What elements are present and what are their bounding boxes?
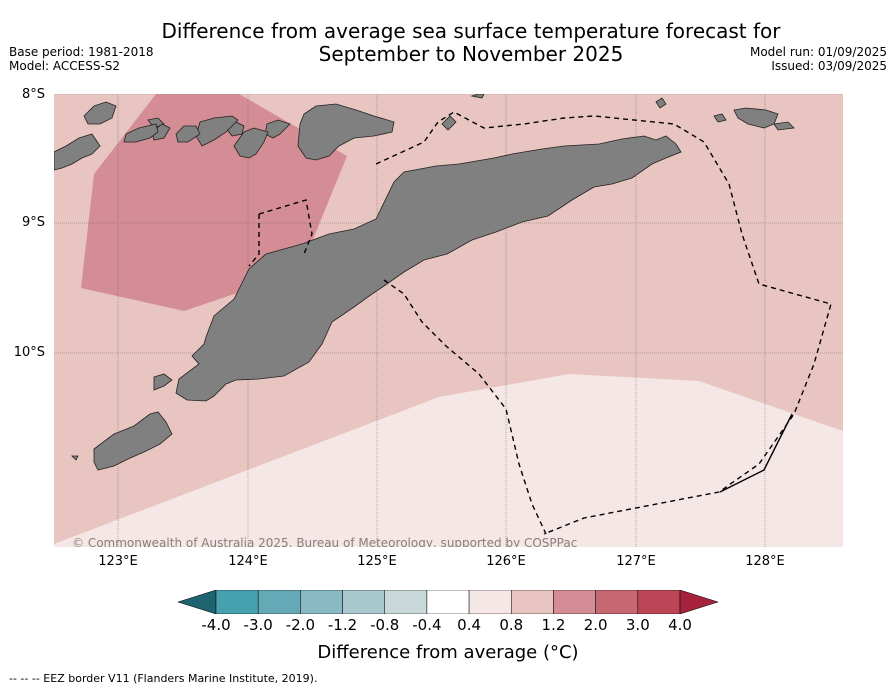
colorbar-cell	[468, 590, 512, 614]
model-name: Model: ACCESS-S2	[9, 59, 121, 73]
base-period: Base period: 1981-2018	[9, 45, 154, 59]
meta-left: Base period: 1981-2018 Model: ACCESS-S2	[9, 45, 154, 73]
colorbar-cell	[553, 590, 596, 614]
colorbar-cell	[637, 590, 681, 614]
colorbar-cell	[595, 590, 639, 614]
colorbar-cell	[215, 590, 259, 614]
lon-label-125e: 125°E	[357, 554, 397, 569]
colorbar-tick-label: -4.0	[201, 616, 231, 634]
lon-label-127e: 127°E	[616, 554, 656, 569]
issued-date: Issued: 03/09/2025	[771, 59, 887, 73]
colorbar-tick-label: 4.0	[668, 616, 692, 634]
land-masses	[54, 94, 795, 471]
eez-border	[248, 111, 832, 535]
colorbar-arrow-high	[679, 590, 718, 614]
colorbar-tick-label: -0.8	[370, 616, 400, 634]
colorbar-title: Difference from average (°C)	[317, 642, 579, 663]
colorbar-cell	[511, 590, 554, 614]
colorbar-tick-label: 0.4	[457, 616, 482, 634]
eez-footnote: -- -- -- EEZ border V11 (Flanders Marine…	[9, 672, 318, 685]
map-panel: © Commonwealth of Australia 2025, Bureau…	[54, 94, 843, 547]
colorbar-tick-label: -1.2	[327, 616, 358, 634]
lon-label-124e: 124°E	[228, 554, 268, 569]
lat-label-9s: 9°S	[21, 215, 45, 230]
colorbar-tick-label: -3.0	[243, 616, 273, 634]
colorbar-cell	[426, 590, 470, 614]
colorbar-cell	[342, 590, 385, 614]
copyright-notice: © Commonwealth of Australia 2025, Bureau…	[72, 536, 578, 547]
colorbar-cell	[300, 590, 343, 614]
colorbar-tick-label: -0.4	[412, 616, 442, 634]
colorbar-tick-label: -2.0	[285, 616, 315, 634]
colorbar-cell	[384, 590, 428, 614]
colorbar-tick-label: 0.8	[499, 616, 524, 634]
lon-label-123e: 123°E	[98, 554, 138, 569]
colorbar	[178, 590, 718, 614]
chart-title: Difference from average sea surface temp…	[0, 20, 896, 66]
title-line-2: September to November 2025	[318, 42, 624, 66]
lat-label-10s: 10°S	[13, 345, 45, 360]
lat-label-8s: 8°S	[21, 87, 45, 102]
model-run-date: Model run: 01/09/2025	[749, 45, 887, 59]
meta-right: Model run: 01/09/2025 Issued: 03/09/2025	[750, 45, 887, 73]
colorbar-tick-label: 1.2	[541, 616, 566, 634]
colorbar-cell	[257, 590, 301, 614]
colorbar-tick-label: 2.0	[583, 616, 608, 634]
colorbar-tick-label: 3.0	[625, 616, 650, 634]
title-line-1: Difference from average sea surface temp…	[161, 19, 781, 43]
anomaly-region-mild	[54, 374, 843, 547]
colorbar-arrow-low	[178, 590, 217, 614]
lon-label-128e: 128°E	[745, 554, 785, 569]
lon-label-126e: 126°E	[486, 554, 526, 569]
map-svg	[54, 94, 843, 547]
